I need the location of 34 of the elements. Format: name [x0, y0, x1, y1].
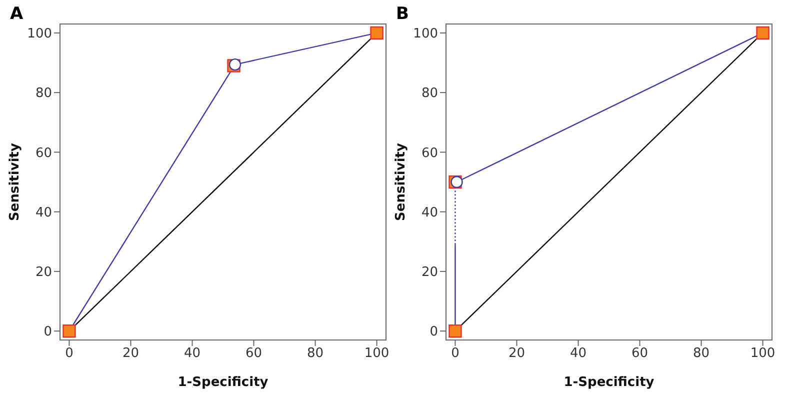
y-axis-title: Sensitivity [394, 142, 409, 221]
point [756, 26, 770, 40]
y-tick-label: 100 [413, 26, 438, 42]
x-tick-label: 100 [750, 346, 776, 362]
y-tick-label: 20 [35, 265, 52, 280]
y-tick-label: 60 [421, 146, 438, 161]
point [448, 324, 462, 338]
chart-title: A [10, 4, 24, 24]
y-tick-label: 80 [35, 86, 52, 102]
x-tick-label: 20 [122, 346, 140, 362]
x-tick-label: 100 [364, 346, 390, 362]
x-tick-label: 60 [631, 346, 648, 362]
y-tick-label: 0 [430, 324, 438, 340]
y-tick-label: 40 [35, 205, 52, 220]
x-tick-label: 80 [306, 346, 324, 362]
x-axis-title: 1-Specificity [178, 375, 269, 390]
y-tick-label: 40 [421, 205, 438, 220]
y-tick-label: 20 [421, 265, 438, 280]
y-tick-label: 80 [421, 86, 438, 102]
chart-title: B [396, 4, 409, 24]
y-tick-label: 100 [27, 26, 52, 42]
x-axis-title: 1-Specificity [564, 375, 655, 390]
y-tick-label: 0 [44, 324, 52, 340]
x-tick-label: 0 [65, 346, 74, 362]
x-tick-label: 40 [570, 346, 587, 362]
point [370, 26, 384, 40]
x-tick-label: 60 [245, 346, 262, 362]
x-tick-label: 80 [692, 346, 710, 362]
x-tick-label: 40 [184, 346, 201, 362]
y-axis-title: Sensitivity [8, 142, 23, 221]
y-tick-label: 60 [35, 146, 52, 161]
point [62, 324, 76, 338]
x-tick-label: 20 [508, 346, 526, 362]
x-tick-label: 0 [451, 346, 460, 362]
